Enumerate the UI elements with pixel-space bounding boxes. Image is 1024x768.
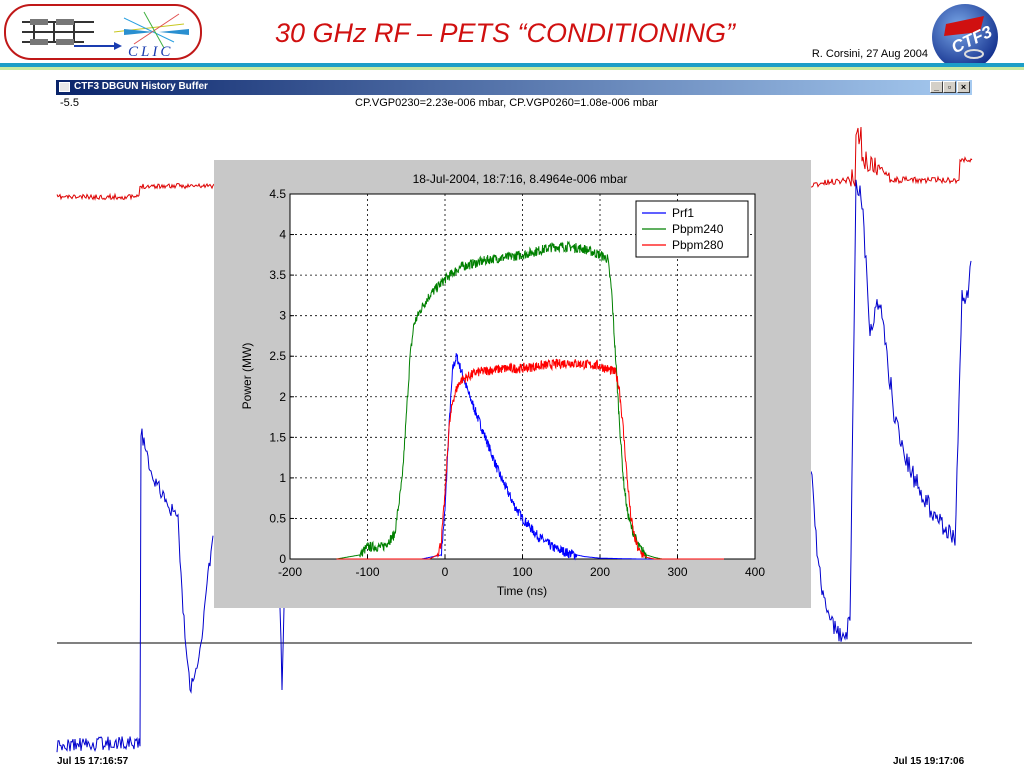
history-y-max-label: -5.5 bbox=[60, 97, 79, 109]
series-line-pbpm240 bbox=[336, 240, 678, 560]
y-tick-label: 3.5 bbox=[269, 268, 286, 282]
x-tick-label: 400 bbox=[745, 565, 765, 579]
y-tick-label: 4.5 bbox=[269, 187, 286, 201]
header-rule bbox=[0, 63, 1024, 67]
legend-entry: Pbpm240 bbox=[672, 222, 724, 236]
author-date: R. Corsini, 27 Aug 2004 bbox=[811, 48, 928, 60]
chart-legend: Prf1 Pbpm240 Pbpm280 bbox=[635, 200, 749, 258]
y-tick-label: 1 bbox=[279, 471, 286, 485]
legend-entry: Pbpm280 bbox=[672, 238, 724, 252]
x-tick-label: -100 bbox=[355, 565, 379, 579]
y-tick-label: 3 bbox=[279, 309, 286, 323]
chart-title: 18-Jul-2004, 18:7:16, 8.4964e-006 mbar bbox=[413, 172, 628, 186]
window-title: CTF3 DBGUN History Buffer bbox=[74, 81, 208, 92]
y-tick-label: 2 bbox=[279, 390, 286, 404]
header-rule-accent bbox=[0, 67, 1024, 70]
y-tick-label: 0 bbox=[279, 552, 286, 566]
x-tick-label: -200 bbox=[278, 565, 302, 579]
ctf3-logo: CTF3 bbox=[932, 4, 998, 70]
history-trace-vgp0260 bbox=[56, 428, 214, 753]
window-app-icon[interactable] bbox=[59, 82, 70, 92]
history-trace-vgp0260-spike bbox=[279, 607, 285, 691]
clic-logo: CLIC bbox=[4, 4, 202, 60]
x-tick-label: 0 bbox=[442, 565, 449, 579]
y-tick-label: 0.5 bbox=[269, 511, 286, 525]
y-axis-label: Power (MW) bbox=[240, 343, 254, 410]
window-titlebar[interactable]: CTF3 DBGUN History Buffer _ ▫ × bbox=[56, 80, 972, 95]
x-tick-label: 200 bbox=[590, 565, 610, 579]
legend-entry: Prf1 bbox=[672, 206, 694, 220]
history-trace-vgp0260-right bbox=[810, 179, 972, 642]
history-trace-vgp0230 bbox=[56, 126, 973, 201]
history-time-start: Jul 15 17:16:57 bbox=[57, 756, 129, 767]
x-axis-label: Time (ns) bbox=[497, 584, 547, 598]
x-tick-label: 100 bbox=[512, 565, 532, 579]
slide-title: 30 GHz RF – PETS “CONDITIONING” bbox=[274, 18, 736, 48]
series-line-pbpm280 bbox=[336, 358, 724, 560]
x-tick-label: 300 bbox=[667, 565, 687, 579]
minimize-button[interactable]: _ bbox=[930, 81, 943, 93]
close-button[interactable]: × bbox=[957, 81, 970, 93]
clic-logo-text: CLIC bbox=[128, 44, 173, 60]
power-chart: 18-Jul-2004, 18:7:16, 8.4964e-006 mbar -… bbox=[240, 172, 765, 598]
y-tick-label: 1.5 bbox=[269, 430, 286, 444]
y-tick-label: 2.5 bbox=[269, 349, 286, 363]
history-time-end: Jul 15 19:17:06 bbox=[893, 756, 965, 767]
pressure-readout: CP.VGP0230=2.23e-006 mbar, CP.VGP0260=1.… bbox=[355, 97, 658, 109]
y-tick-label: 4 bbox=[279, 228, 286, 242]
restore-button[interactable]: ▫ bbox=[943, 81, 956, 93]
